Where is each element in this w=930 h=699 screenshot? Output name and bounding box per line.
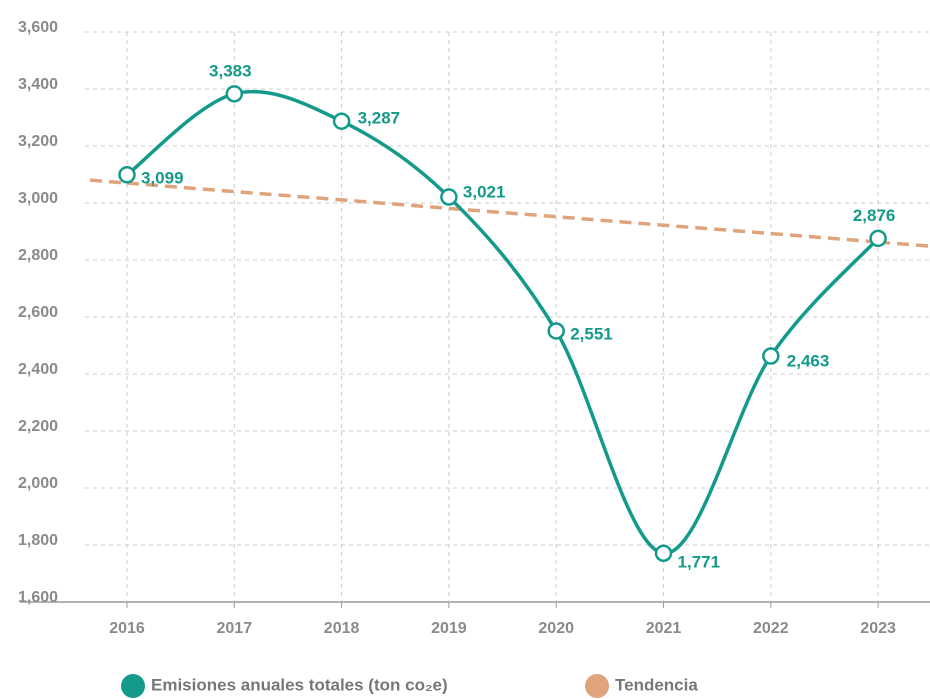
data-label: 3,021 bbox=[463, 182, 506, 201]
trend-extension bbox=[89, 178, 128, 185]
series-line bbox=[125, 89, 880, 556]
data-label: 2,551 bbox=[570, 324, 613, 343]
y-tick-label: 1,800 bbox=[18, 532, 58, 549]
y-tick-label: 2,600 bbox=[18, 304, 58, 321]
point bbox=[118, 166, 136, 184]
data-label: 1,771 bbox=[678, 553, 721, 572]
point bbox=[225, 85, 244, 103]
y-tick-label: 3,200 bbox=[18, 133, 58, 150]
y-tick-label: 2,800 bbox=[18, 247, 58, 264]
data-label: 2,463 bbox=[787, 352, 830, 371]
x-tick-label: 2020 bbox=[538, 620, 574, 637]
legend-swatch bbox=[121, 674, 145, 698]
point bbox=[869, 229, 887, 248]
legend-swatch bbox=[585, 674, 609, 698]
trend-extension bbox=[877, 240, 930, 248]
point bbox=[547, 322, 565, 340]
point bbox=[762, 347, 780, 365]
y-tick-label: 2,200 bbox=[18, 418, 58, 435]
y-tick-label: 1,600 bbox=[18, 589, 58, 606]
x-tick-label: 2016 bbox=[109, 620, 145, 637]
data-label: 2,876 bbox=[853, 206, 896, 225]
y-tick-label: 3,600 bbox=[18, 19, 58, 36]
x-tick-label: 2022 bbox=[753, 620, 789, 637]
x-tick-label: 2017 bbox=[217, 620, 253, 637]
legend-label: Tendencia bbox=[615, 675, 698, 694]
legend-label: Emisiones anuales totales (ton co₂e) bbox=[151, 675, 448, 694]
y-tick-label: 3,000 bbox=[18, 190, 58, 207]
x-tick-label: 2018 bbox=[324, 620, 360, 637]
x-tick-label: 2019 bbox=[431, 620, 467, 637]
trend-line bbox=[126, 181, 879, 244]
x-tick-label: 2021 bbox=[646, 620, 682, 637]
point bbox=[654, 544, 673, 563]
data-label: 3,383 bbox=[209, 61, 252, 80]
point bbox=[332, 112, 351, 130]
data-label: 3,287 bbox=[358, 109, 401, 128]
data-label: 3,099 bbox=[141, 168, 184, 187]
y-tick-label: 2,400 bbox=[18, 361, 58, 378]
y-tick-label: 2,000 bbox=[18, 475, 58, 492]
point bbox=[440, 188, 458, 206]
y-tick-label: 3,400 bbox=[18, 76, 58, 93]
x-tick-label: 2023 bbox=[860, 620, 896, 637]
